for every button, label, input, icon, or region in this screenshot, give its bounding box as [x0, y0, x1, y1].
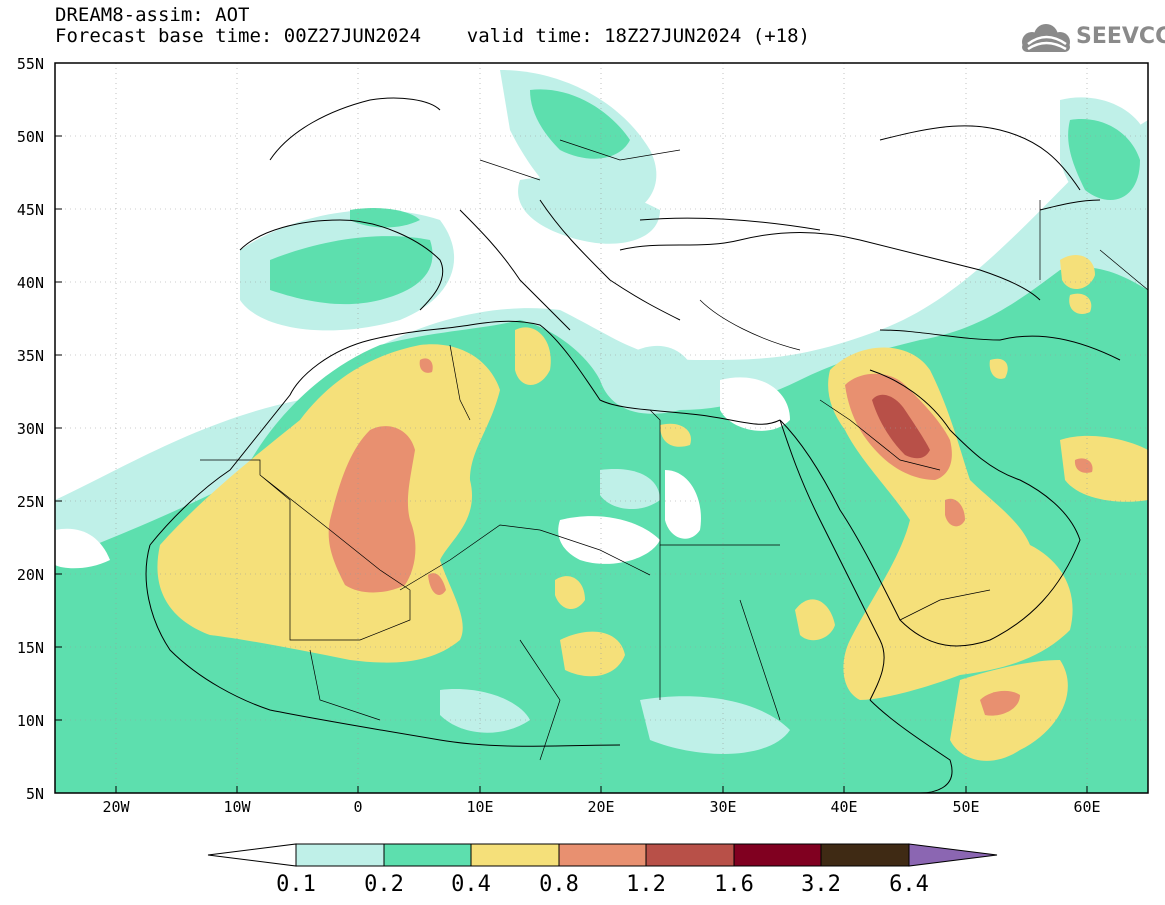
coastlines: [145, 97, 1121, 793]
lat-label: 35N: [16, 347, 44, 365]
lon-label: 30E: [709, 798, 737, 816]
colorbar-bin: [558, 843, 647, 867]
lat-label: 45N: [16, 201, 44, 219]
colorbar-bin: [383, 843, 472, 867]
forecast-times: Forecast base time: 00Z27JUN2024 valid t…: [55, 25, 810, 47]
colorbar-bin: [470, 843, 560, 867]
lon-label: 0: [353, 798, 363, 816]
axis-ticks: [55, 62, 1088, 794]
colorbar-bin: [295, 843, 385, 867]
colorbar-label: 1.6: [714, 872, 754, 897]
lon-label: 10E: [466, 798, 494, 816]
colorbar: [207, 843, 998, 867]
colorbar-label: 0.1: [276, 872, 316, 897]
map-title: DREAM8-assim: AOT: [55, 4, 250, 26]
lat-label: 15N: [16, 639, 44, 657]
logo-text: SEEVCCC: [1076, 24, 1165, 49]
colorbar-label: 6.4: [889, 872, 929, 897]
lat-label: 20N: [16, 566, 44, 584]
lon-label: 20W: [102, 798, 130, 816]
lon-label: 50E: [952, 798, 980, 816]
colorbar-over-arrow: [908, 843, 998, 867]
lon-label: 40E: [830, 798, 858, 816]
lat-label: 5N: [25, 785, 44, 803]
colorbar-label: 1.2: [626, 872, 666, 897]
grid-lines: [55, 63, 1148, 793]
aot-low-holes: [55, 377, 790, 569]
colorbar-bin: [733, 843, 822, 867]
colorbar-label: 0.2: [364, 872, 404, 897]
lat-label: 30N: [16, 420, 44, 438]
lat-label: 10N: [16, 712, 44, 730]
lat-label: 50N: [16, 128, 44, 146]
lon-label: 10W: [223, 798, 251, 816]
colorbar-under-arrow: [207, 843, 297, 867]
colorbar-label: 0.4: [451, 872, 491, 897]
lat-label: 40N: [16, 274, 44, 292]
colorbar-bin: [645, 843, 735, 867]
lon-label: 60E: [1073, 798, 1101, 816]
colorbar-label: 3.2: [801, 872, 841, 897]
lon-label: 20E: [587, 798, 615, 816]
colorbar-label: 0.8: [539, 872, 579, 897]
colorbar-bin: [820, 843, 910, 867]
lat-label: 25N: [16, 493, 44, 511]
country-borders: [200, 139, 1148, 761]
lat-label: 55N: [16, 55, 44, 73]
cloud-icon: [1022, 24, 1070, 52]
aot-1.2-1.6-shading: [872, 394, 930, 459]
